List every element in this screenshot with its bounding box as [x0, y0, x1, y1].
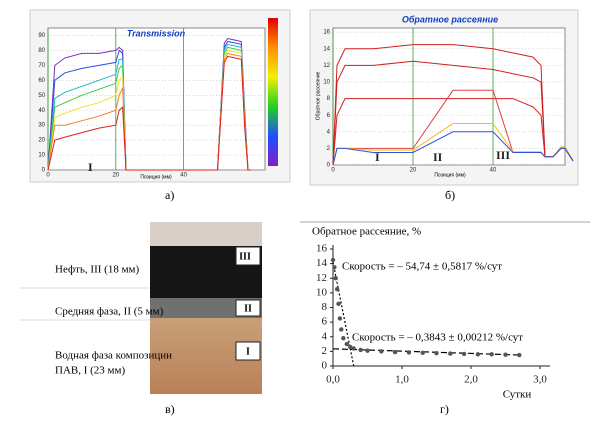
y-tick-label: 10 [316, 286, 328, 298]
point [448, 351, 453, 356]
box-iii [235, 246, 261, 266]
panel-label: г) [440, 402, 449, 416]
box-ii [235, 299, 261, 317]
y-tick-label: 2 [327, 146, 331, 152]
y-tick-label: 14 [323, 46, 330, 52]
oil-label: Нефть, III (18 мм) [55, 264, 139, 276]
point [517, 352, 522, 358]
x-tick-label: 1,0 [395, 374, 409, 386]
plot-a [47, 27, 266, 171]
point [489, 352, 494, 357]
x-tick-label: 0,0 [326, 374, 340, 386]
annotation: Скорость = – 54,74 ± 0,5817 %/сут [342, 261, 502, 273]
point [379, 349, 384, 354]
y-axis-label: Обратное рассеяние, % [312, 226, 421, 238]
point [348, 344, 353, 350]
middle-label: Средняя фаза, II (5 мм) [55, 306, 164, 318]
point [351, 346, 356, 351]
y-tick-label: 50 [38, 93, 45, 99]
box-i [235, 341, 261, 361]
chart-title: Обратное рассеяние [402, 14, 498, 24]
point [503, 352, 508, 357]
box-label: III [239, 251, 251, 262]
x-tick-label: 20 [112, 173, 119, 179]
box-label: I [246, 346, 250, 357]
point [475, 352, 481, 357]
y-tick-label: 8 [327, 96, 331, 102]
y-tick-label: 16 [316, 243, 328, 255]
annotation: I [375, 150, 380, 164]
annotation: I [88, 160, 93, 174]
vial-photo [20, 222, 262, 394]
colorbar [268, 18, 278, 166]
x-tick-label: 0 [46, 173, 50, 179]
panel-label: а) [165, 188, 174, 202]
point [336, 301, 341, 307]
x-tick-label: 3,0 [533, 374, 547, 386]
water-label: Водная фаза композиции [55, 350, 172, 362]
x-axis-label: Позиция (мм) [140, 174, 172, 180]
point [461, 351, 467, 357]
y-tick-label: 80 [38, 48, 45, 54]
y-tick-label: 70 [38, 63, 45, 69]
annotation: III [496, 148, 510, 162]
point [420, 350, 425, 356]
point [337, 316, 343, 321]
x-axis-label: Сутки [503, 389, 532, 401]
point [406, 350, 412, 355]
y-tick-label: 4 [327, 129, 331, 135]
curve [332, 131, 574, 166]
y-tick-label: 4 [322, 330, 328, 342]
curve [332, 123, 574, 166]
y-axis-label: Обратное рассеяние [315, 71, 321, 120]
y-tick-label: 16 [323, 30, 330, 36]
y-tick-label: 2 [322, 345, 328, 357]
point [341, 336, 346, 341]
point [332, 265, 337, 270]
y-tick-label: 6 [322, 316, 328, 328]
x-axis-label: Позиция (мм) [434, 172, 466, 178]
middle-layer [150, 298, 262, 318]
point [330, 257, 336, 263]
x-tick-label: 2,0 [464, 374, 478, 386]
point [358, 347, 363, 353]
annotation: Скорость = – 0,3843 ± 0,00212 %/сут [352, 332, 523, 344]
y-tick-label: 12 [323, 63, 330, 69]
panel-label: в) [165, 402, 175, 416]
point [334, 287, 340, 292]
x-tick-label: 20 [410, 168, 417, 174]
curve [47, 55, 252, 171]
panel-label: б) [445, 188, 455, 202]
point [434, 351, 439, 356]
y-tick-label: 60 [38, 78, 45, 84]
y-tick-label: 90 [38, 33, 45, 39]
y-tick-label: 20 [38, 138, 45, 144]
annotation: II [433, 150, 443, 164]
point [344, 341, 349, 347]
fit-line [332, 348, 520, 356]
box-label: II [244, 303, 252, 314]
vial-cap [150, 222, 262, 246]
y-tick-label: 0 [42, 168, 46, 174]
point [392, 349, 398, 355]
y-tick-label: 10 [323, 80, 330, 86]
y-tick-label: 0 [327, 163, 331, 169]
x-tick-label: 40 [490, 168, 497, 174]
x-tick-label: 0 [331, 168, 335, 174]
point [333, 276, 338, 281]
y-tick-label: 40 [38, 108, 45, 114]
x-tick-label: 40 [180, 173, 187, 179]
y-tick-label: 14 [316, 257, 328, 269]
water-label: ПАВ, I (23 мм) [55, 365, 125, 377]
y-tick-label: 30 [38, 123, 45, 129]
chart-title: Transmission [127, 28, 186, 38]
y-tick-label: 0 [322, 360, 328, 372]
y-tick-label: 6 [327, 113, 331, 119]
point [365, 348, 370, 353]
point [339, 327, 344, 332]
y-tick-label: 10 [38, 153, 45, 159]
y-tick-label: 8 [322, 301, 328, 313]
y-tick-label: 12 [316, 272, 327, 284]
